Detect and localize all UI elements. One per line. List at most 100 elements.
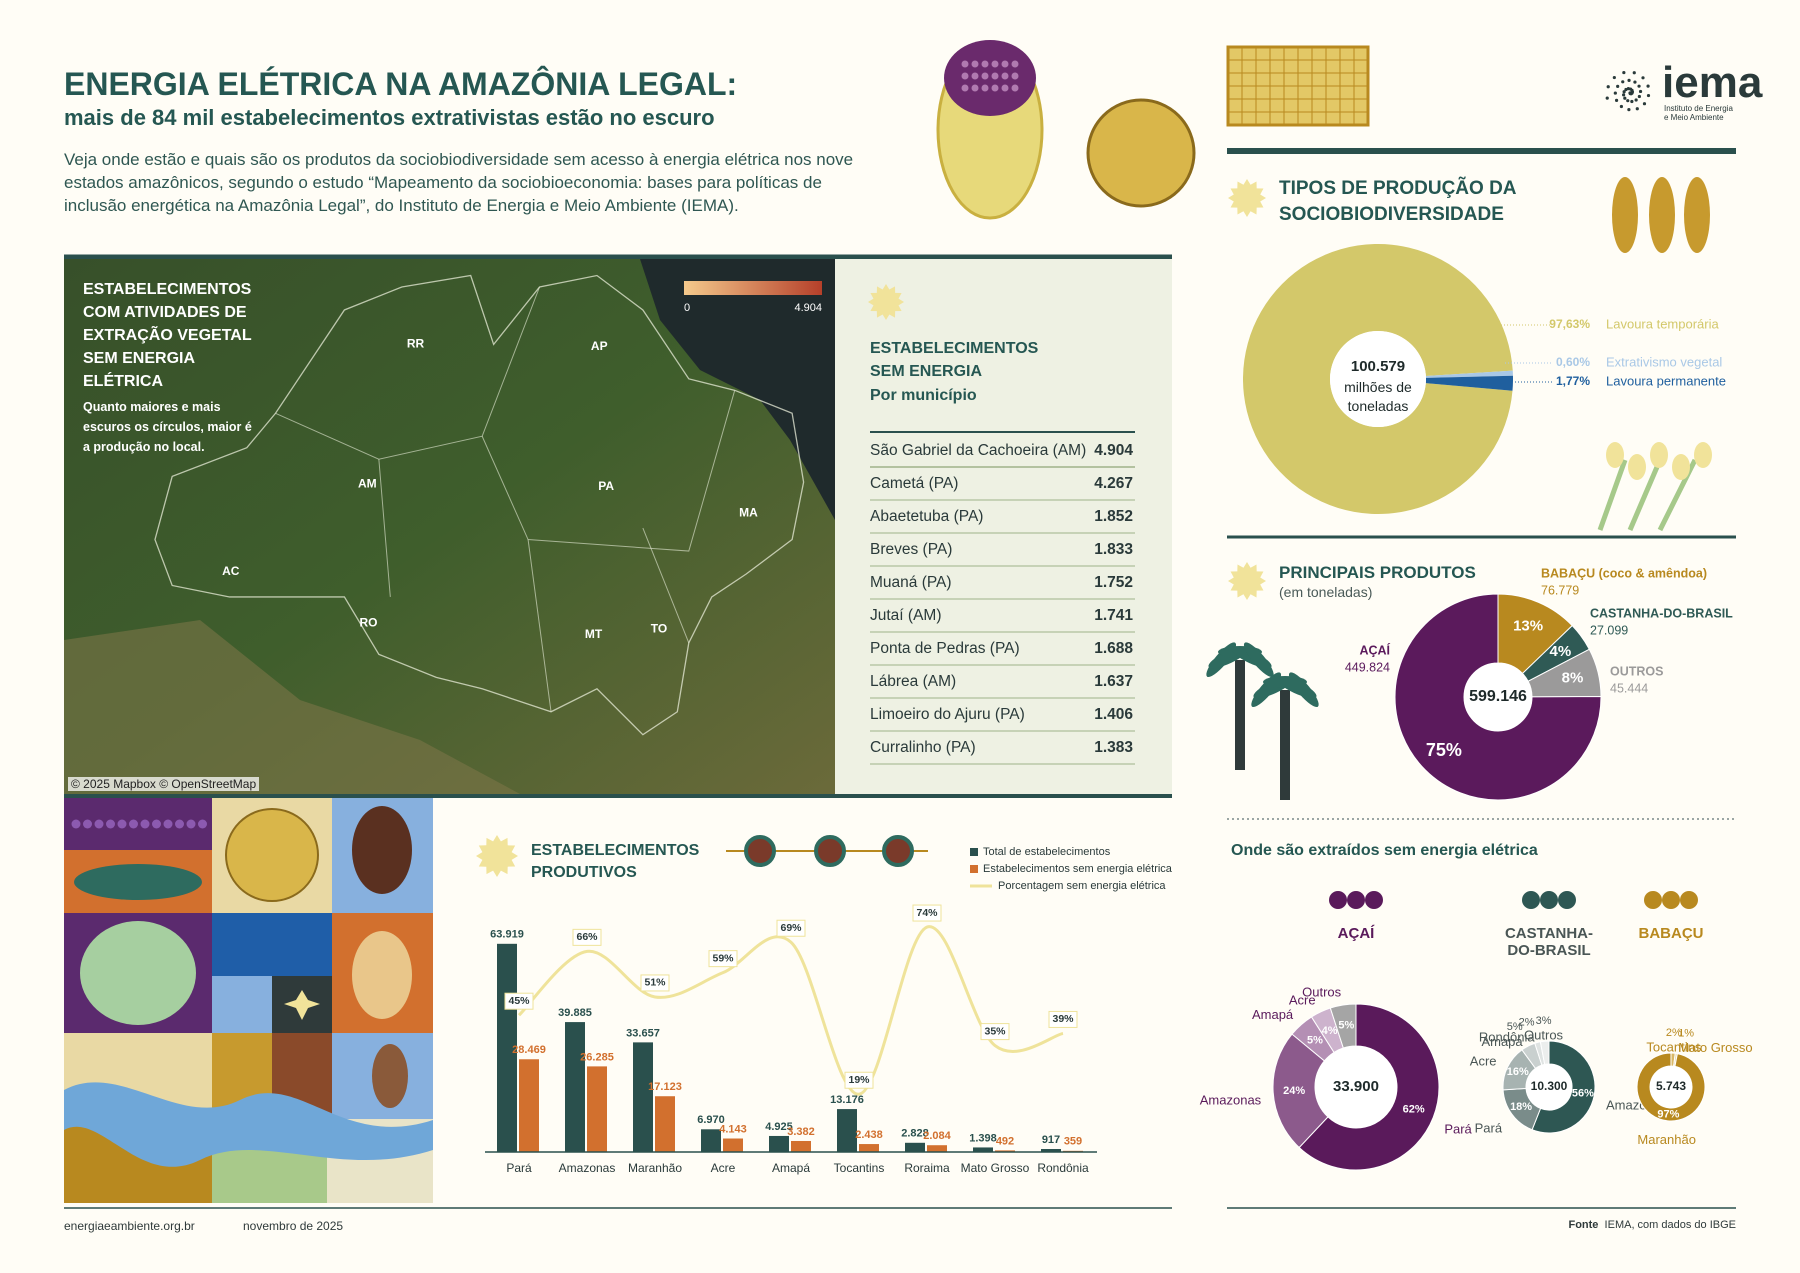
legend-label: Total de estabelecimentos [983,846,1111,858]
logo-swirl [1622,93,1626,97]
product-icon [1644,891,1662,909]
donut-percent: 2% [1519,1017,1535,1029]
donut-category: AÇAÍ [1359,642,1390,657]
percent-label-box [980,1023,1010,1041]
art-dot [94,819,104,829]
bar [769,1135,789,1152]
table-name: Ponta de Pedras (PA) [870,640,1020,657]
bar [701,1129,721,1152]
logo-swirl [1627,78,1631,82]
plant-flower [1650,442,1668,468]
percent-label: 45% [508,995,530,1007]
donut-percent: 13% [1513,617,1543,634]
basket-dot [1001,72,1009,80]
bar [995,1150,1015,1152]
logo-swirl [1634,98,1638,102]
table-name: Limoeiro do Ajuru (PA) [870,706,1025,723]
basket-dot [981,72,989,80]
plant-stem [1627,459,1663,531]
bar-value-label: 28.469 [512,1044,546,1056]
logo-swirl [1613,91,1617,95]
donut-category: Mato Grosso [1678,1040,1752,1055]
art-hand [352,806,412,894]
sun-icon [1228,179,1266,217]
donut-percent: 56% [1572,1087,1594,1099]
logo-swirl [1638,89,1643,94]
table-name: Abaetetuba (PA) [870,508,983,525]
bar [973,1147,993,1152]
art-hand-2 [352,931,412,1019]
donut-total: 5.743 [1656,1079,1686,1093]
palm-leaf [1243,642,1274,678]
bar-value-label: 33.657 [626,1027,660,1039]
x-tick-label: Tocantins [833,1161,885,1175]
bar [927,1145,947,1152]
basket-top [944,40,1036,116]
x-tick-label: Pará [506,1161,532,1175]
art-dot [83,819,92,829]
table-value: 1.741 [1094,607,1133,624]
x-tick-label: Amapá [771,1161,811,1175]
pie-slice [1425,375,1513,391]
percent-label: 69% [780,922,802,934]
donut-percent: 3% [1536,1015,1552,1027]
logo-swirl [1623,96,1627,100]
basket-dot [1011,84,1019,92]
donut-center [1650,1066,1692,1108]
table-value: 4.267 [1094,475,1133,492]
table-name: Jutaí (AM) [870,607,941,624]
product-icon [1522,891,1540,909]
pie-slice [1242,244,1513,515]
seed-illustration [1684,177,1710,253]
bar-value-label: 4.925 [765,1121,793,1133]
pie-total: 100.579 [1351,358,1405,375]
source-text: IEMA, com dados do IBGE [1604,1219,1736,1231]
bar [519,1059,539,1152]
donut-percent: 8% [1562,669,1584,686]
percent-label-box [572,928,602,946]
logo-swirl [1635,107,1639,111]
donut-percent: 5% [1507,1021,1523,1033]
pie-value-label: 1,77% [1556,374,1590,388]
donut-category: Pará [1444,1121,1472,1136]
footer-source: Fonte IEMA, com dados do IBGE [1568,1219,1736,1231]
donut-percent: 5% [1338,1020,1354,1032]
donut-category: CASTANHA-DO-BRASIL [1590,606,1733,620]
plant-stem [1597,459,1628,531]
branch-seed [882,835,914,867]
donut-category: Amapá [1481,1034,1523,1049]
bar-value-label: 26.285 [580,1051,614,1063]
product-icon [1540,891,1558,909]
donut-category: Maranhão [1637,1132,1696,1147]
logo-swirl [1622,90,1626,94]
branch-seed [744,835,776,867]
art-leaf [74,864,202,900]
logo-swirl [1606,85,1610,89]
percent-label-box [640,974,670,992]
palm-trunk [1280,690,1290,800]
logo-swirl [1614,98,1619,103]
logo-swirl [1633,80,1637,84]
donut-category: Rondônia [1479,1029,1535,1044]
table-name: São Gabriel da Cachoeira (AM) [870,442,1086,459]
table-subtitle: Por município [870,387,977,404]
donut-total: 33.900 [1333,1078,1379,1095]
land-south [64,620,520,794]
art-star [284,990,320,1020]
logo-swirl [1605,96,1609,100]
source-label: Fonte [1568,1219,1599,1231]
bar-value-label: 39.885 [558,1007,592,1019]
basket-dot [991,60,999,68]
bar-value-label: 6.970 [697,1114,725,1126]
donut-percent: 24% [1283,1085,1305,1097]
state-label: AM [358,477,377,491]
state-label: AC [222,564,240,578]
bar-value-label: 63.919 [490,929,524,941]
product-icon [1558,891,1576,909]
logo-swirl [1646,84,1650,88]
legend-label: Estabelecimentos sem energia elétrica [983,863,1173,875]
table-value: 1.406 [1094,706,1133,723]
donut-percent: 18% [1510,1101,1532,1113]
plant-flower [1694,442,1712,468]
